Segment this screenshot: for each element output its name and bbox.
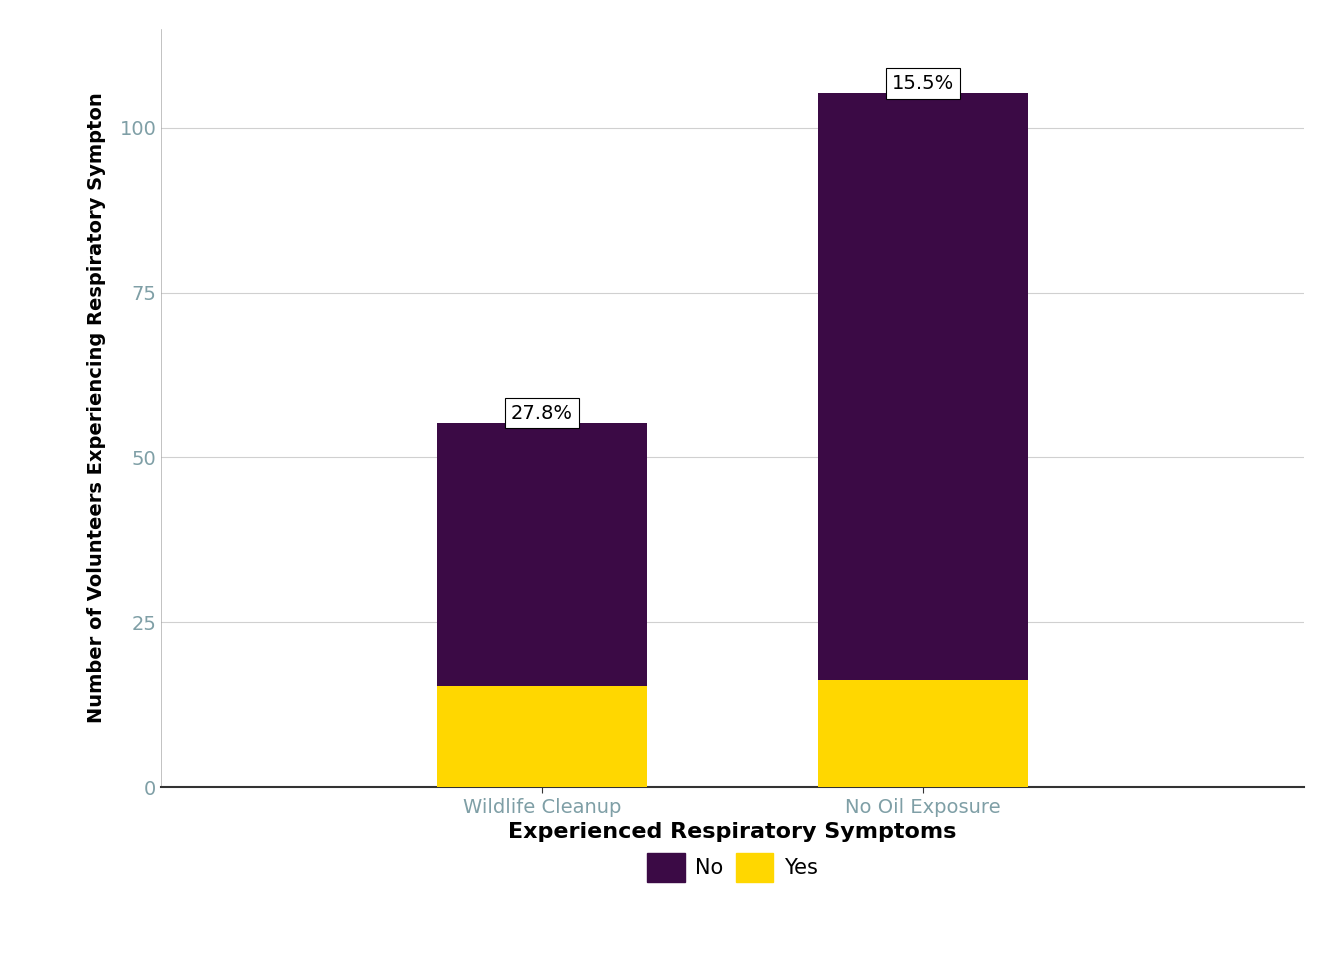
Text: 27.8%: 27.8% xyxy=(511,403,573,422)
Y-axis label: Number of Volunteers Experiencing Respiratory Sympton: Number of Volunteers Experiencing Respir… xyxy=(86,92,106,724)
Text: 15.5%: 15.5% xyxy=(892,74,954,93)
Legend: No, Yes: No, Yes xyxy=(500,814,965,891)
Bar xyxy=(818,93,1028,680)
Bar xyxy=(818,680,1028,787)
Bar xyxy=(437,686,646,787)
Bar xyxy=(437,422,646,686)
